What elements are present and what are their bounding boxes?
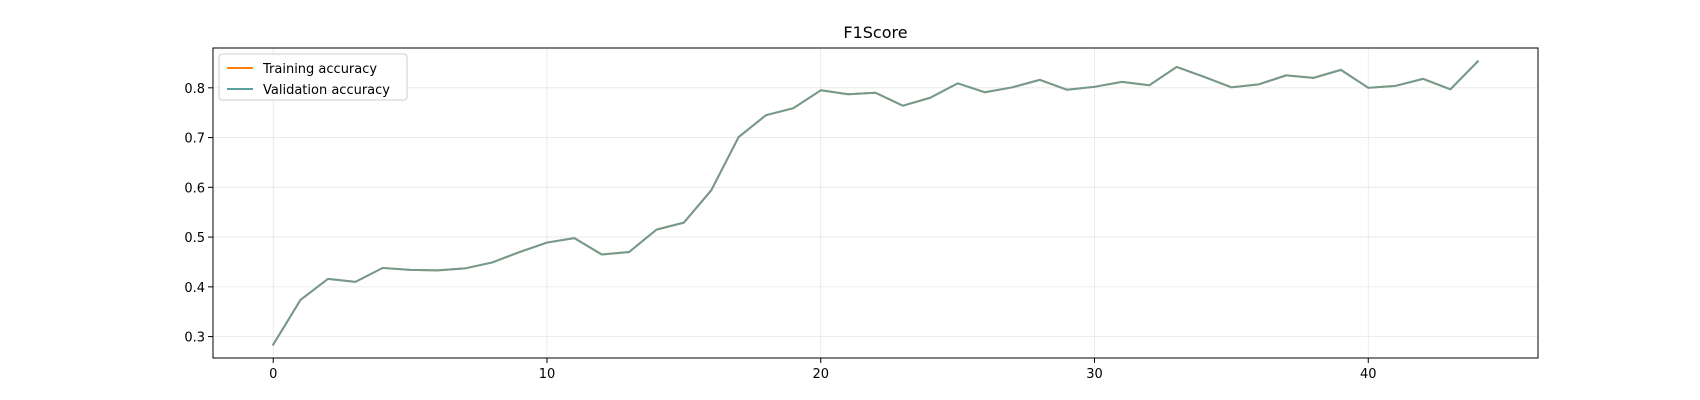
y-tick-label: 0.8 bbox=[184, 82, 205, 97]
y-axis: 0.3 0.4 0.5 0.6 0.7 0.8 bbox=[184, 82, 213, 346]
legend-label: Validation accuracy bbox=[263, 83, 390, 98]
legend-box bbox=[218, 53, 408, 101]
legend-label: Training accuracy bbox=[262, 62, 377, 77]
y-tick-label: 0.4 bbox=[184, 281, 205, 296]
x-tick-label: 0 bbox=[269, 367, 277, 382]
y-tick-label: 0.6 bbox=[184, 181, 205, 196]
series-line-validation-accuracy bbox=[271, 60, 1480, 346]
x-tick-label: 20 bbox=[812, 367, 829, 382]
legend: Training accuracy Validation accuracy bbox=[218, 53, 408, 101]
x-tick-label: 40 bbox=[1360, 367, 1377, 382]
chart-title: F1Score bbox=[843, 23, 907, 42]
series-line-training-accuracy bbox=[271, 60, 1480, 346]
x-tick-label: 10 bbox=[539, 367, 556, 382]
plot-frame bbox=[212, 47, 1539, 359]
grid bbox=[213, 48, 1538, 358]
x-axis: 0 10 20 30 40 bbox=[269, 358, 1377, 382]
x-tick-label: 30 bbox=[1086, 367, 1103, 382]
y-tick-label: 0.5 bbox=[184, 231, 205, 246]
series-lines bbox=[271, 60, 1480, 346]
y-tick-label: 0.3 bbox=[184, 331, 205, 346]
y-tick-label: 0.7 bbox=[184, 132, 205, 147]
